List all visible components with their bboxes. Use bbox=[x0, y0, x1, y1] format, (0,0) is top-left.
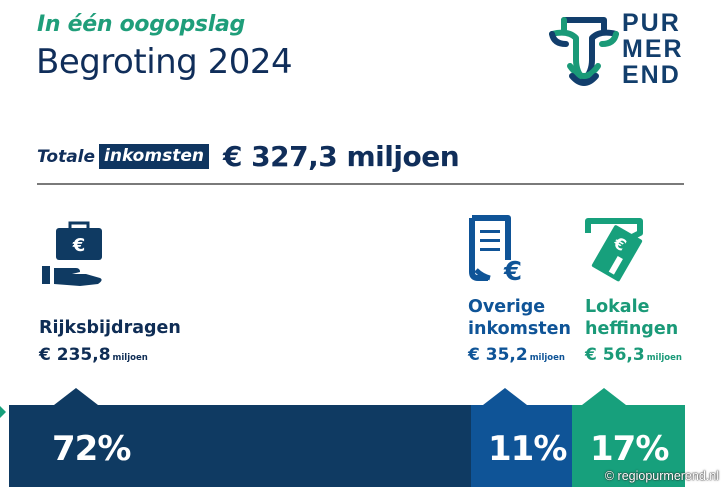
total-badge: inkomsten bbox=[99, 144, 209, 169]
bar-rijksbijdragen: 72% bbox=[9, 388, 471, 487]
percent-overige-inkomsten: 11% bbox=[488, 429, 567, 469]
subtitle: In één oogopslag bbox=[37, 12, 245, 37]
total-value: € 327,3 miljoen bbox=[222, 140, 460, 173]
document-euro-icon: € bbox=[469, 215, 522, 284]
svg-text:€: € bbox=[72, 235, 86, 256]
card-slot-euro-icon: € bbox=[585, 218, 643, 282]
category-title-overige-inkomsten: Overige inkomsten bbox=[468, 297, 571, 339]
percent-rijksbijdragen: 72% bbox=[52, 429, 131, 469]
category-amount-rijksbijdragen: € 235,8 miljoen bbox=[39, 345, 148, 365]
bar-lokale-heffingen: 17% bbox=[572, 388, 685, 487]
category-amount-overige-inkomsten: € 35,2 miljoen bbox=[468, 345, 565, 365]
total-income: Totale inkomsten € 327,3 miljoen bbox=[37, 140, 460, 173]
briefcase-euro-hand-icon: € bbox=[42, 221, 102, 286]
cow-head-logo-icon bbox=[549, 17, 619, 86]
bar-pointer bbox=[54, 388, 98, 405]
divider bbox=[37, 183, 684, 185]
category-title-lokale-heffingen: Lokale heffingen bbox=[585, 297, 679, 339]
page-title: Begroting 2024 bbox=[36, 42, 293, 82]
total-label: Totale bbox=[37, 146, 96, 167]
percent-lokale-heffingen: 17% bbox=[590, 429, 669, 469]
bar-pointer bbox=[483, 388, 527, 405]
bar-overige-inkomsten: 11% bbox=[471, 388, 572, 487]
category-title-rijksbijdragen: Rijksbijdragen bbox=[39, 318, 181, 338]
purmerend-logo: PUR MER END bbox=[548, 8, 718, 92]
svg-text:€: € bbox=[503, 257, 522, 284]
logo-text: PUR MER END bbox=[622, 9, 684, 89]
bar-left-marker bbox=[0, 406, 6, 418]
watermark: © regiopurmerend.nl bbox=[604, 469, 719, 483]
category-amount-lokale-heffingen: € 56,3 miljoen bbox=[585, 345, 682, 365]
bar-pointer bbox=[582, 388, 626, 405]
